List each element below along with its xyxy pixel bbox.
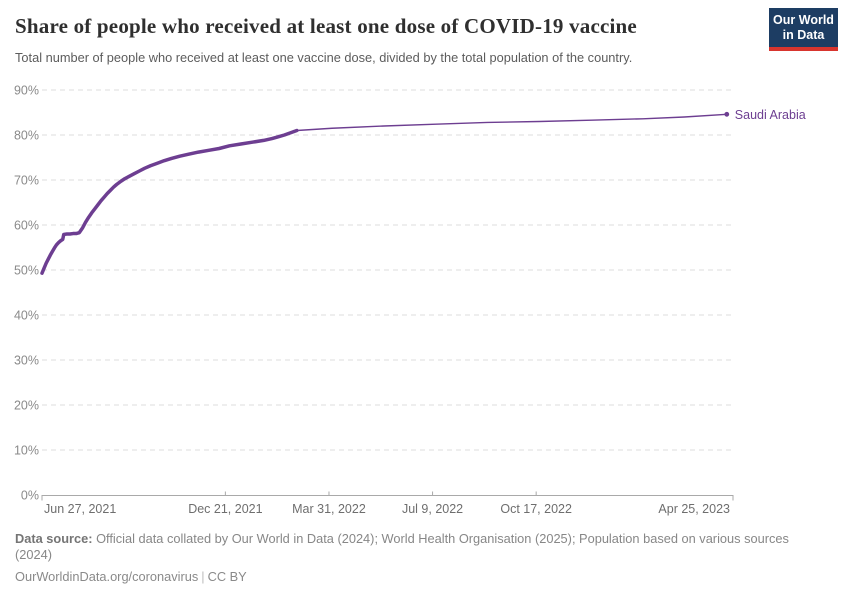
y-tick-label: 60%	[14, 219, 39, 233]
owid-logo-line2: in Data	[782, 27, 825, 42]
data-source-line: Data source: Official data collated by O…	[15, 531, 810, 564]
series-line-dense	[40, 128, 299, 275]
x-tick-label: Dec 21, 2021	[188, 502, 262, 516]
owid-logo: Our World in Data	[769, 8, 838, 51]
x-tick-label: Mar 31, 2022	[292, 502, 366, 516]
y-tick-label: 0%	[21, 489, 39, 503]
x-tick-label: Jul 9, 2022	[402, 502, 463, 516]
y-tick-label: 70%	[14, 174, 39, 188]
y-tick-label: 80%	[14, 129, 39, 143]
y-tick-label: 90%	[14, 84, 39, 98]
y-tick-label: 40%	[14, 309, 39, 323]
x-tick-label: Oct 17, 2022	[500, 502, 572, 516]
series-end-dot	[724, 111, 730, 117]
x-tick-label: Apr 25, 2023	[658, 502, 730, 516]
footer-separator: |	[201, 568, 205, 584]
owid-link[interactable]: OurWorldinData.org/coronavirus	[15, 568, 199, 584]
y-tick-label: 30%	[14, 354, 39, 368]
license-label: CC BY	[207, 568, 247, 584]
x-tick-label: Jun 27, 2021	[44, 502, 116, 516]
data-source-text: Official data collated by Our World in D…	[15, 531, 789, 563]
chart-subtitle: Total number of people who received at l…	[15, 50, 633, 65]
chart-footer: Data source: Official data collated by O…	[15, 531, 810, 585]
owid-logo-line1: Our World	[773, 13, 834, 28]
data-source-label: Data source:	[15, 531, 93, 546]
y-tick-label: 10%	[14, 444, 39, 458]
x-axis-line	[41, 495, 734, 501]
series-line-sparse	[296, 113, 727, 132]
series-label: Saudi Arabia	[735, 108, 806, 122]
y-tick-label: 50%	[14, 264, 39, 278]
page-title: Share of people who received at least on…	[15, 14, 637, 38]
footer-links: OurWorldinData.org/coronavirus | CC BY	[15, 569, 810, 585]
y-tick-label: 20%	[14, 399, 39, 413]
